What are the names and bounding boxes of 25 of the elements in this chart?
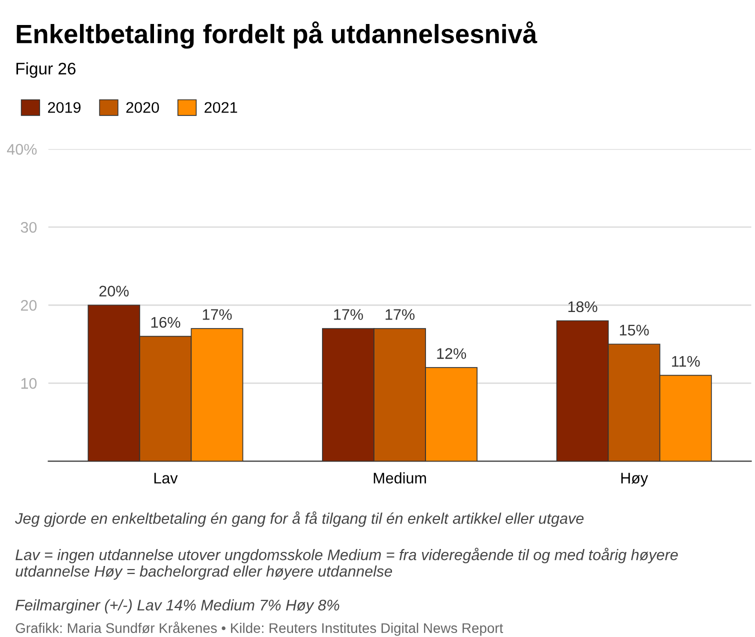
chart-subtitle: Figur 26 [16, 62, 76, 78]
text: Lav = ingen utdannelse utover ungdomsskole Medium = fra videregående til og med toårig høyere utdannelse Høy = bachelorgrad eller høyere utdannelse [16, 548, 678, 580]
text: Feilmarginer (+/-) Lav 14% Medium 7% Høy 8% [16, 599, 340, 614]
text: 17% [202, 309, 232, 320]
text: 18% [568, 301, 598, 312]
text: 16% [151, 316, 180, 328]
text: Jeg gjorde en enkeltbetaling én gang for å få tilgang til én enkelt artikkel eller utgave [15, 511, 584, 527]
y-tick-label: 40% [6, 144, 37, 155]
chart-title: Enkeltbetaling fordelt på utdannelsesnivå [16, 21, 538, 49]
x-tick-label: Lav [154, 472, 178, 484]
legend-label: 2021 [204, 102, 238, 113]
text: 12% [437, 348, 466, 359]
text: 15% [620, 324, 649, 336]
y-tick-label: 30 [20, 222, 37, 233]
text: 17% [334, 309, 363, 320]
text: 20% [99, 286, 129, 297]
text: 11% [672, 356, 700, 367]
y-tick-label: 20 [20, 300, 37, 311]
x-tick-label: Medium [374, 472, 426, 484]
legend-label: 2019 [48, 102, 81, 113]
text: Grafikk: Maria Sundfør Kråkenes • Kilde: Reuters Institutes Digital News Report [16, 622, 504, 636]
y-tick-label: 10 [21, 378, 37, 389]
x-tick-label: Høy [621, 472, 648, 487]
text: 17% [386, 309, 415, 320]
legend-label: 2020 [126, 102, 159, 113]
